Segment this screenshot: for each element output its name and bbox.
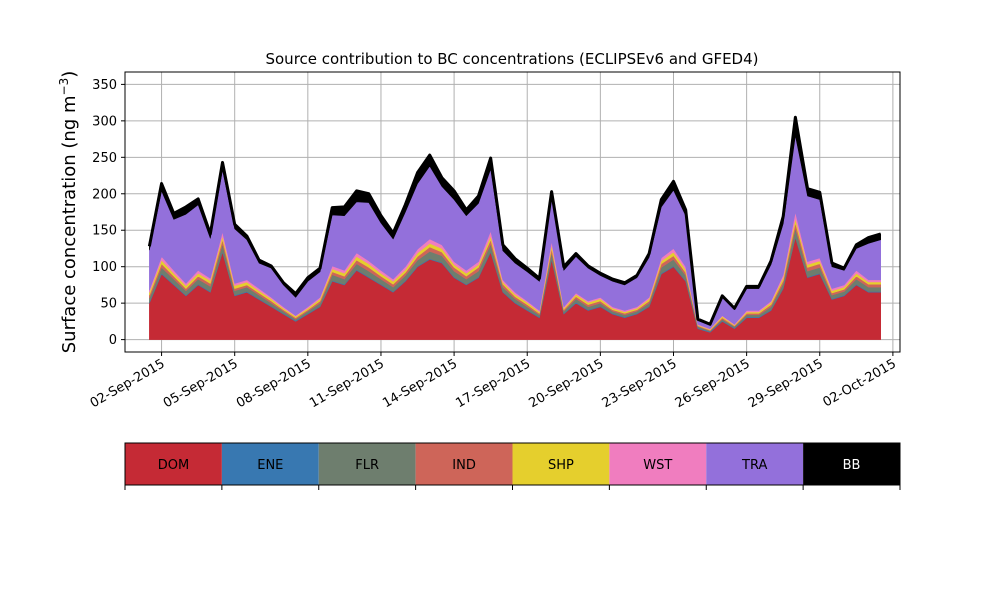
- x-tick-label: 05-Sep-2015: [161, 356, 241, 411]
- x-tick-label: 17-Sep-2015: [453, 356, 533, 411]
- x-axis: 02-Sep-201505-Sep-201508-Sep-201511-Sep-…: [88, 352, 899, 411]
- chart-title: Source contribution to BC concentrations…: [265, 50, 758, 68]
- legend-label: TRA: [741, 458, 767, 473]
- legend-label: DOM: [158, 458, 189, 473]
- legend-swatch-bb: [803, 443, 900, 485]
- x-tick-label: 11-Sep-2015: [307, 356, 387, 411]
- x-tick-label: 20-Sep-2015: [527, 356, 607, 411]
- legend-swatch-ind: [415, 443, 513, 485]
- legend-swatch-tra: [706, 443, 804, 485]
- x-tick-label: 14-Sep-2015: [380, 356, 460, 411]
- legend-label: SHP: [548, 458, 574, 473]
- legend-swatch-flr: [318, 443, 416, 485]
- y-tick-label: 150: [92, 224, 117, 239]
- x-tick-label: 08-Sep-2015: [234, 356, 314, 411]
- legend-label: FLR: [355, 458, 379, 473]
- y-tick-label: 200: [92, 187, 117, 202]
- colorbar-legend: DOM ENE FLR IND SHP WST TRA BB: [124, 442, 901, 490]
- legend-label: BB: [843, 458, 861, 473]
- legend-swatch-wst: [609, 443, 707, 485]
- legend-label: ENE: [257, 458, 283, 473]
- x-tick-label: 23-Sep-2015: [600, 356, 680, 411]
- y-axis: 0 50 100 150 200 250 300 350: [92, 78, 125, 348]
- y-axis-label: Surface concentration (ng m−3): [57, 71, 80, 354]
- legend-label: IND: [452, 458, 476, 473]
- legend-label: WST: [643, 458, 672, 473]
- y-tick-label: 0: [109, 333, 117, 348]
- y-tick-label: 100: [92, 260, 117, 275]
- legend-swatch-shp: [512, 443, 610, 485]
- y-tick-label: 350: [92, 78, 117, 93]
- total-outline: [147, 115, 882, 326]
- x-tick-label: 26-Sep-2015: [673, 356, 753, 411]
- x-tick-label: 02-Oct-2015: [820, 356, 898, 410]
- y-tick-label: 250: [92, 151, 117, 166]
- legend-swatch-ene: [221, 443, 319, 485]
- x-tick-label: 29-Sep-2015: [746, 356, 826, 411]
- legend-swatch-dom: [125, 443, 222, 485]
- plot-frame: [124, 71, 901, 353]
- area-series: [147, 115, 882, 340]
- y-tick-label: 300: [92, 114, 117, 129]
- y-tick-label: 50: [100, 297, 117, 312]
- x-tick-label: 02-Sep-2015: [88, 356, 168, 411]
